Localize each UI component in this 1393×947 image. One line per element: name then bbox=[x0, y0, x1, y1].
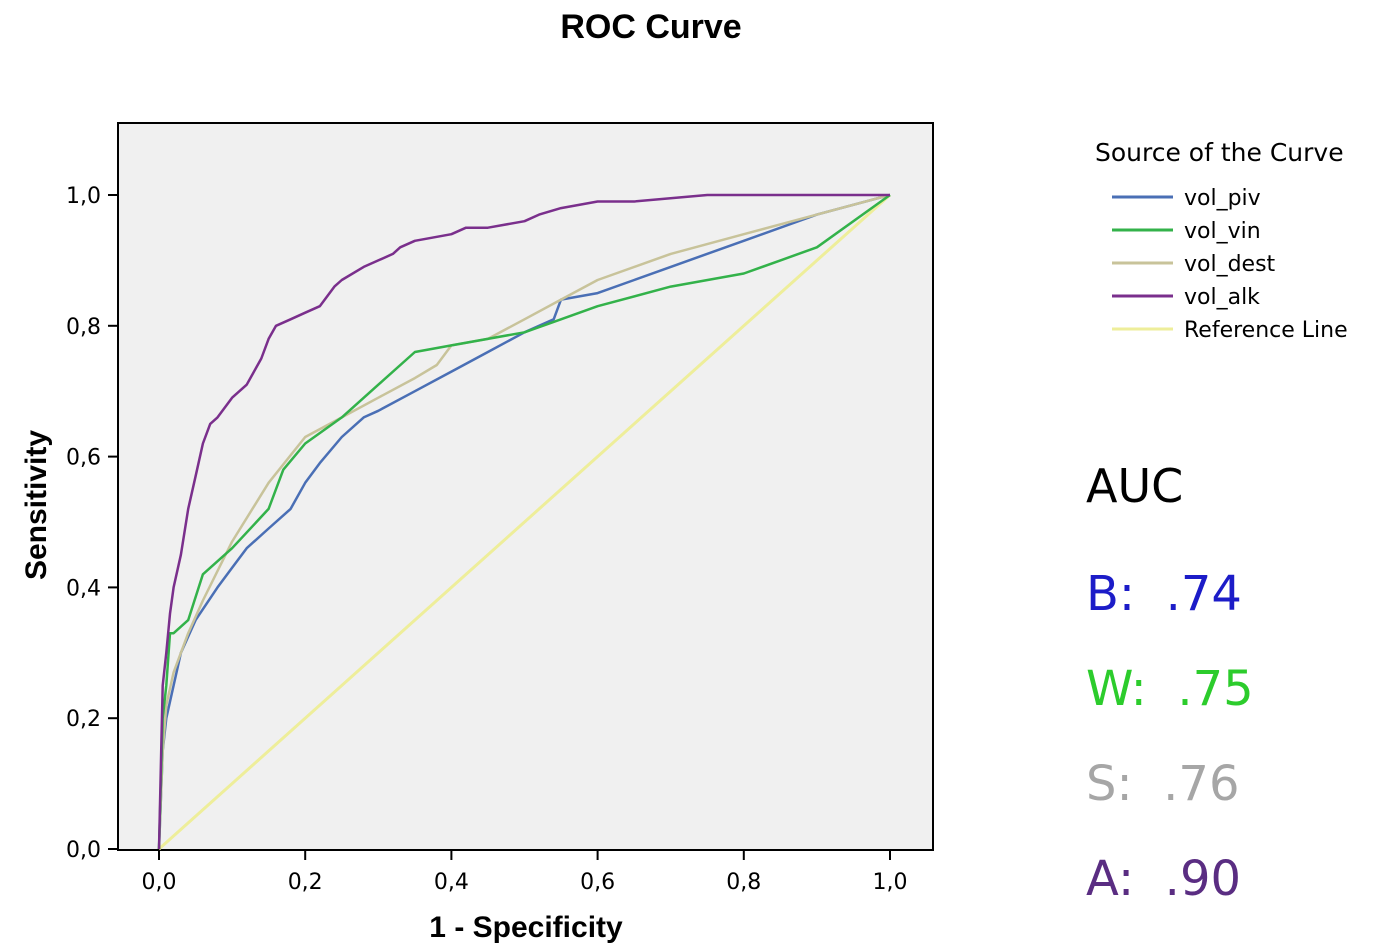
legend-label-vol-alk: vol_alk bbox=[1184, 285, 1260, 310]
x-tick-label: 0,8 bbox=[726, 870, 761, 895]
auc-value-b: B: .74 bbox=[1086, 566, 1242, 622]
x-tick-label: 0,6 bbox=[580, 870, 615, 895]
series-line-vol-vin bbox=[157, 193, 891, 850]
x-axis-label: 1 - Specificity bbox=[429, 911, 623, 944]
x-tick-label: 0,2 bbox=[288, 870, 323, 895]
legend-label-vol-dest: vol_dest bbox=[1184, 252, 1276, 277]
x-tick-label: 1,0 bbox=[873, 870, 908, 895]
x-axis: 0,0 0,2 0,4 0,6 0,8 1,0 bbox=[142, 850, 908, 895]
x-tick-label: 0,0 bbox=[142, 870, 177, 895]
series-line-vol-dest bbox=[157, 193, 891, 850]
legend-label-reference-line: Reference Line bbox=[1184, 318, 1348, 343]
y-axis: 0,0 0,2 0,4 0,6 0,8 1,0 bbox=[66, 184, 118, 863]
chart-title: ROC Curve bbox=[560, 8, 741, 46]
series-line-vol-alk bbox=[157, 193, 890, 850]
x-tick-label: 0,4 bbox=[434, 870, 469, 895]
y-tick-label: 1,0 bbox=[66, 184, 101, 209]
legend-label-vol-piv: vol_piv bbox=[1184, 186, 1261, 211]
y-tick-label: 0,8 bbox=[66, 315, 101, 340]
y-tick-label: 0,4 bbox=[66, 576, 101, 601]
legend-title: Source of the Curve bbox=[1095, 138, 1344, 167]
auc-heading: AUC bbox=[1086, 459, 1184, 513]
series-line-reference-line bbox=[157, 193, 892, 851]
series-group bbox=[157, 193, 892, 851]
legend: vol_piv vol_vin vol_dest vol_alk Reference L… bbox=[1112, 186, 1348, 343]
y-axis-label: Sensitivity bbox=[20, 430, 53, 580]
auc-panel: AUC B: .74 W: .75 S: .76 A: .90 bbox=[1086, 455, 1386, 927]
legend-label-vol-vin: vol_vin bbox=[1184, 219, 1261, 244]
y-tick-label: 0,0 bbox=[66, 838, 101, 863]
auc-value-w: W: .75 bbox=[1086, 661, 1254, 717]
auc-value-s: S: .76 bbox=[1086, 756, 1240, 812]
auc-value-a: A: .90 bbox=[1086, 851, 1242, 907]
plot-area bbox=[117, 122, 934, 851]
y-tick-label: 0,2 bbox=[66, 707, 101, 732]
y-tick-label: 0,6 bbox=[66, 446, 101, 471]
